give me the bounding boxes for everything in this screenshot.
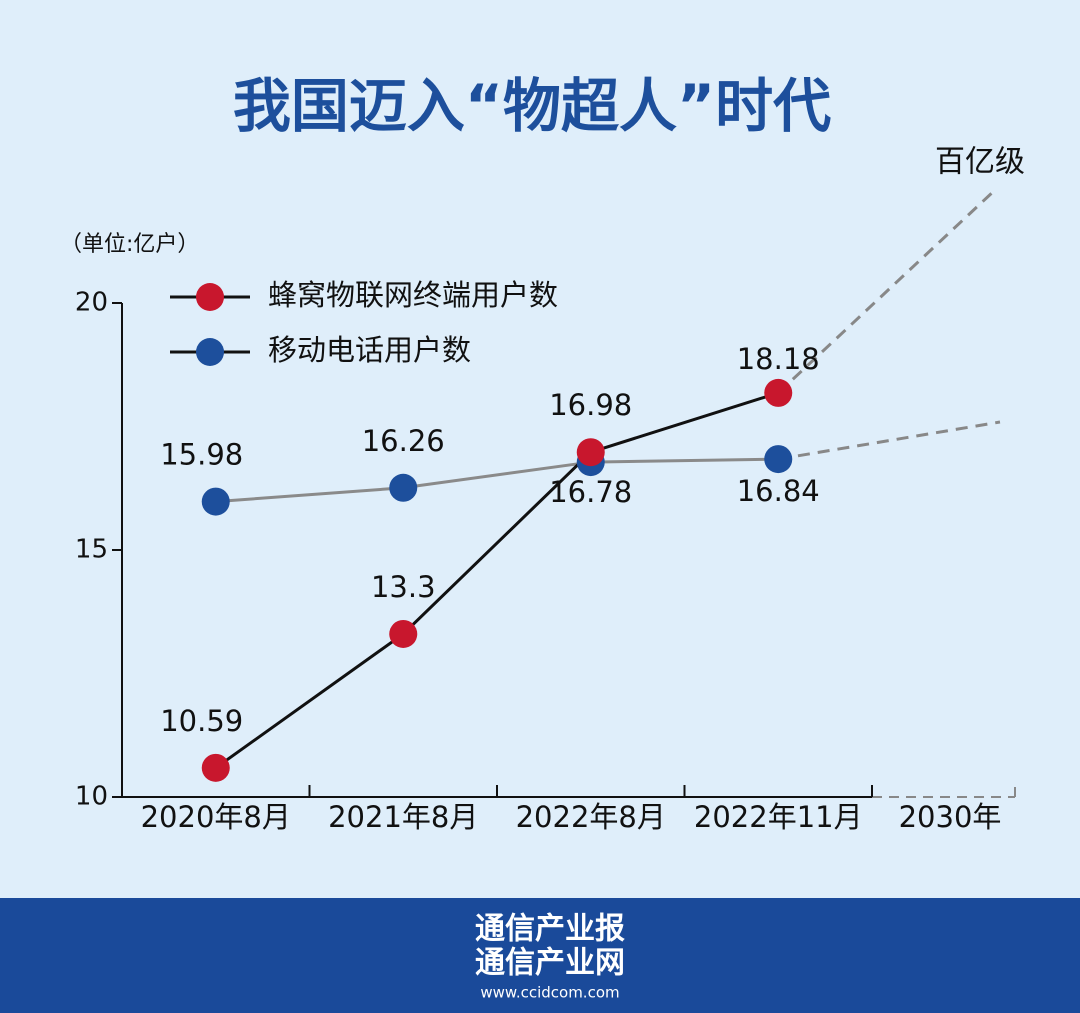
x-tick-label: 2030年 <box>899 800 1002 834</box>
value-label: 16.26 <box>362 424 445 458</box>
data-point <box>201 753 230 782</box>
footer-band <box>0 898 1080 1013</box>
chart-title: 我国迈入“物超人”时代 <box>233 72 831 140</box>
x-tick-label: 2022年8月 <box>516 800 666 834</box>
projection-line <box>778 420 1001 461</box>
x-tick-label: 2020年8月 <box>141 800 291 834</box>
legend-marker <box>196 338 224 366</box>
projection-line <box>777 188 997 395</box>
series-line <box>214 391 779 770</box>
y-tick-label: 15 <box>75 535 108 565</box>
data-point <box>389 619 418 648</box>
data-point <box>201 487 230 516</box>
value-label: 16.78 <box>549 475 632 509</box>
annotation: 百亿级 <box>935 145 1025 180</box>
data-point <box>576 438 605 467</box>
legend-label: 蜂窝物联网终端用户数 <box>268 278 558 312</box>
legend-label: 移动电话用户数 <box>268 333 471 367</box>
x-tick-label: 2021年8月 <box>328 800 478 834</box>
value-label: 10.59 <box>160 704 243 738</box>
value-label: 16.84 <box>737 474 820 508</box>
footer-url: www.ccidcom.com <box>480 984 619 1002</box>
value-label: 18.18 <box>737 342 820 376</box>
y-tick-label: 10 <box>75 782 108 812</box>
footer-line: 通信产业网 <box>475 946 625 981</box>
legend-marker <box>196 283 224 311</box>
x-tick-label: 2022年11月 <box>694 800 863 834</box>
data-point <box>764 378 793 407</box>
series-line <box>215 457 779 504</box>
value-label: 15.98 <box>160 438 243 472</box>
footer-line: 通信产业报 <box>475 912 625 947</box>
data-point <box>389 473 418 502</box>
unit-label: （单位:亿户） <box>60 232 199 257</box>
value-label: 16.98 <box>549 388 632 422</box>
value-label: 13.3 <box>371 570 436 604</box>
y-tick-label: 20 <box>75 288 108 318</box>
data-point <box>764 445 793 474</box>
